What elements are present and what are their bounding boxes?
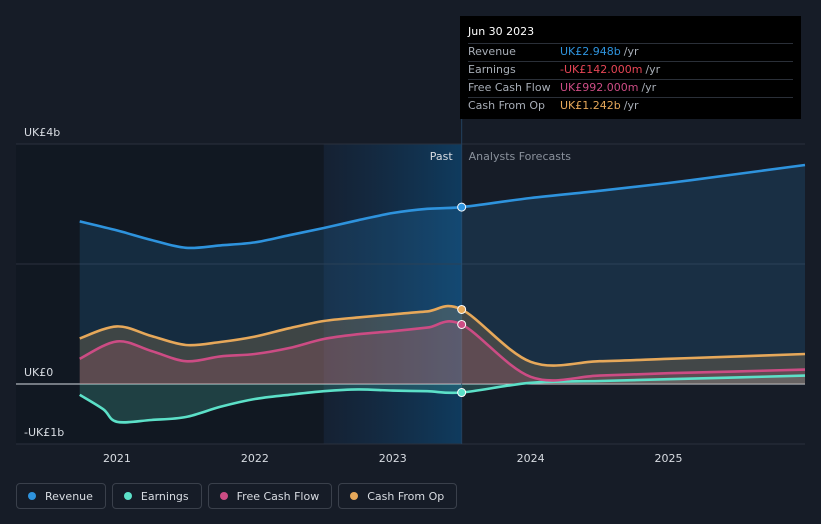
earnings-area [79, 375, 805, 423]
earnings-line [79, 374, 806, 424]
earnings-marker [457, 388, 467, 398]
tooltip-unit: /yr [623, 45, 639, 58]
forecast-label: Analysts Forecasts [469, 150, 572, 163]
legend-dot-icon [123, 492, 132, 500]
x-tick-label: 2023 [379, 452, 407, 465]
tooltip-label: Cash From Op [468, 99, 546, 112]
tooltip-unit: /yr [645, 63, 661, 76]
legend-dot-icon [350, 492, 359, 500]
fcf-area [79, 321, 805, 384]
x-tick-label: 2024 [517, 452, 545, 465]
tooltip: Jun 30 2023 Revenue UK£2.948b /yr Earnin… [460, 16, 801, 119]
legend-item-free-cash-flow[interactable]: Free Cash Flow [207, 483, 333, 509]
legend: Revenue Earnings Free Cash Flow Cash Fro… [16, 483, 458, 509]
tooltip-value: UK£992.000m [560, 81, 639, 94]
legend-label: Free Cash Flow [236, 489, 320, 503]
y-tick-label: UK£0 [24, 366, 53, 379]
x-tick-label: 2022 [241, 452, 269, 465]
tooltip-value: UK£2.948b [560, 45, 621, 58]
revenue-line [79, 163, 806, 250]
fcf-marker [457, 319, 467, 329]
x-tick-label: 2025 [654, 452, 682, 465]
legend-item-revenue[interactable]: Revenue [16, 483, 106, 509]
cfo-area [79, 306, 805, 384]
fcf-line [79, 320, 806, 382]
legend-label: Earnings [140, 489, 189, 503]
legend-dot-icon [28, 492, 36, 500]
revenue-area [79, 165, 805, 384]
tooltip-label: Free Cash Flow [468, 81, 551, 94]
past-label: Past [430, 150, 454, 163]
highlight-band [323, 144, 462, 444]
cfo-line [79, 304, 806, 367]
y-tick-label: -UK£1b [24, 426, 64, 439]
tooltip-date: Jun 30 2023 [468, 25, 535, 38]
tooltip-row-cash-from-op: Cash From Op UK£1.242b /yr [468, 97, 793, 115]
tooltip-row-revenue: Revenue UK£2.948b /yr [468, 43, 793, 61]
tooltip-row-earnings: Earnings -UK£142.000m /yr [468, 61, 793, 79]
legend-item-cash-from-op[interactable]: Cash From Op [338, 483, 458, 509]
legend-dot-icon [219, 492, 228, 500]
tooltip-unit: /yr [641, 81, 657, 94]
revenue-marker [457, 202, 467, 212]
cfo-marker [457, 304, 467, 314]
tooltip-unit: /yr [623, 99, 639, 112]
tooltip-row-free-cash-flow: Free Cash Flow UK£992.000m /yr [468, 79, 793, 97]
x-tick-label: 2021 [103, 452, 131, 465]
legend-label: Cash From Op [367, 489, 445, 503]
tooltip-label: Revenue [468, 45, 516, 58]
tooltip-value: UK£1.242b [560, 99, 621, 112]
tooltip-value: -UK£142.000m [560, 63, 643, 76]
y-tick-label: UK£4b [24, 126, 60, 139]
tooltip-label: Earnings [468, 63, 516, 76]
legend-label: Revenue [45, 489, 93, 503]
legend-item-earnings[interactable]: Earnings [111, 483, 202, 509]
